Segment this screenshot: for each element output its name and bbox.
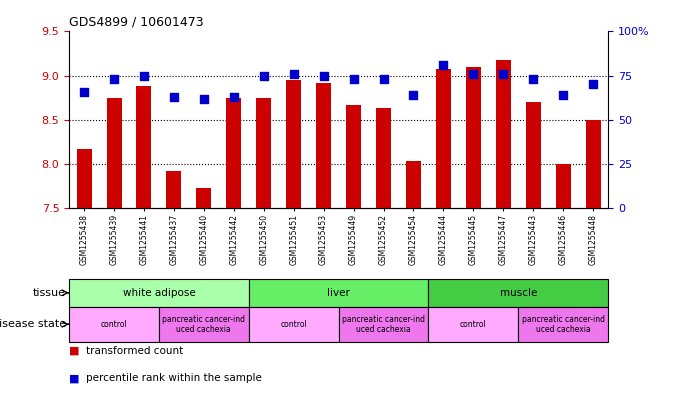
Point — [378, 76, 389, 82]
Point — [288, 71, 299, 77]
Bar — [406, 162, 421, 208]
Point — [169, 94, 180, 100]
Text: control: control — [460, 320, 486, 329]
Bar — [556, 164, 571, 208]
Bar — [518, 307, 608, 342]
Text: disease state: disease state — [0, 319, 66, 329]
Bar — [376, 108, 391, 208]
Bar — [136, 86, 151, 208]
Point — [528, 76, 539, 82]
Text: transformed count: transformed count — [86, 346, 184, 356]
Bar — [286, 80, 301, 208]
Point — [498, 71, 509, 77]
Point — [138, 72, 149, 79]
Point — [408, 92, 419, 98]
Bar — [226, 98, 241, 208]
Point — [108, 76, 120, 82]
Text: pancreatic cancer-ind
uced cachexia: pancreatic cancer-ind uced cachexia — [342, 314, 425, 334]
Point — [258, 72, 269, 79]
Text: ■: ■ — [69, 373, 79, 383]
Text: pancreatic cancer-ind
uced cachexia: pancreatic cancer-ind uced cachexia — [522, 314, 605, 334]
Point — [468, 71, 479, 77]
Bar — [69, 279, 249, 307]
Point — [318, 72, 329, 79]
Bar — [249, 279, 428, 307]
Bar — [428, 307, 518, 342]
Point — [79, 88, 90, 95]
Bar — [69, 307, 159, 342]
Bar — [159, 307, 249, 342]
Bar — [339, 307, 428, 342]
Text: control: control — [101, 320, 127, 329]
Text: muscle: muscle — [500, 288, 537, 298]
Point — [438, 62, 449, 68]
Bar — [495, 60, 511, 208]
Text: pancreatic cancer-ind
uced cachexia: pancreatic cancer-ind uced cachexia — [162, 314, 245, 334]
Point — [558, 92, 569, 98]
Bar — [466, 67, 481, 208]
Bar — [526, 102, 540, 208]
Bar — [585, 120, 600, 208]
Bar — [256, 98, 271, 208]
Bar — [167, 171, 181, 208]
Point — [228, 94, 239, 100]
Point — [198, 95, 209, 102]
Bar — [428, 279, 608, 307]
Bar — [346, 105, 361, 208]
Text: tissue: tissue — [33, 288, 66, 298]
Point — [348, 76, 359, 82]
Text: control: control — [281, 320, 307, 329]
Point — [587, 81, 598, 88]
Text: liver: liver — [327, 288, 350, 298]
Bar — [77, 149, 91, 208]
Text: percentile rank within the sample: percentile rank within the sample — [86, 373, 263, 383]
Bar — [249, 307, 339, 342]
Bar — [106, 98, 122, 208]
Bar — [316, 83, 331, 208]
Text: white adipose: white adipose — [122, 288, 196, 298]
Text: ■: ■ — [69, 346, 79, 356]
Bar — [196, 188, 211, 208]
Bar — [436, 68, 451, 208]
Text: GDS4899 / 10601473: GDS4899 / 10601473 — [69, 16, 204, 29]
